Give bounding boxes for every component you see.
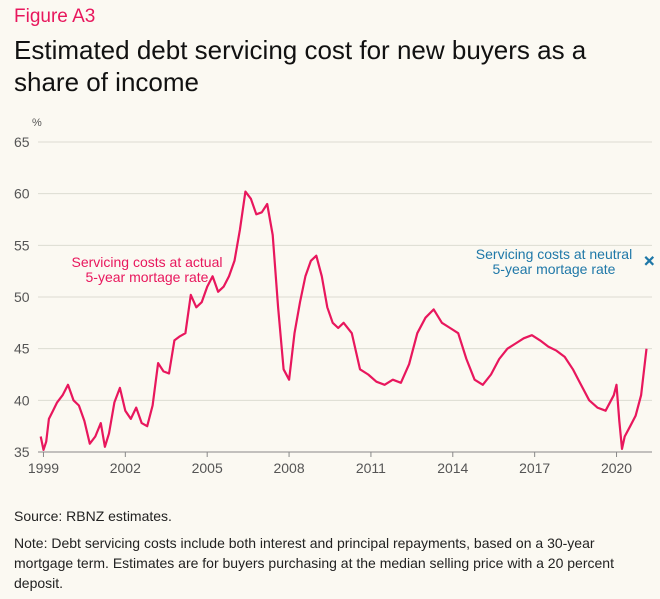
x-tick-label: 1999 <box>28 460 59 476</box>
axes: 35 40 45 50 55 60 65% 1999 2002 2005 2008 2011 2014 2… <box>14 117 652 476</box>
source-text: Source: RBNZ estimates. <box>14 508 172 524</box>
y-tick-label: 50 <box>14 289 30 305</box>
y-axis-unit: % <box>32 117 42 129</box>
x-tick-label: 2008 <box>273 460 304 476</box>
series-label-actual: 5-year mortage rate <box>86 269 209 285</box>
x-tick-label: 2017 <box>519 460 550 476</box>
series-label-actual: Servicing costs at actual <box>72 254 223 270</box>
chart: 35 40 45 50 55 60 65% 1999 2002 2005 2008 2011 2014 2… <box>14 117 655 476</box>
y-tick-label: 35 <box>14 444 30 460</box>
x-tick-label: 2020 <box>601 460 632 476</box>
x-tick-label: 2014 <box>437 460 468 476</box>
y-tick-label: 55 <box>14 237 30 253</box>
y-tick-label: 65 <box>14 134 30 150</box>
x-tick-label: 2011 <box>356 460 386 476</box>
y-tick-label: 40 <box>14 392 30 408</box>
neutral-marker-stroke <box>644 256 655 266</box>
x-tick-label: 2002 <box>110 460 141 476</box>
series-label-neutral: Servicing costs at neutral <box>476 246 632 262</box>
series-line-actual <box>39 190 648 451</box>
chart-title: Estimated debt servicing cost for new bu… <box>14 35 587 97</box>
figure-label: Figure A3 <box>14 6 96 27</box>
series-layer <box>39 190 655 451</box>
y-tick-label: 45 <box>14 341 30 357</box>
gridlines <box>38 141 652 401</box>
y-tick-label: 60 <box>14 186 30 202</box>
note-text: Note: Debt servicing costs include both … <box>14 535 614 591</box>
x-tick-label: 2005 <box>192 460 223 476</box>
series-marker-neutral <box>644 256 655 266</box>
series-label-neutral: 5-year mortage rate <box>493 261 616 277</box>
